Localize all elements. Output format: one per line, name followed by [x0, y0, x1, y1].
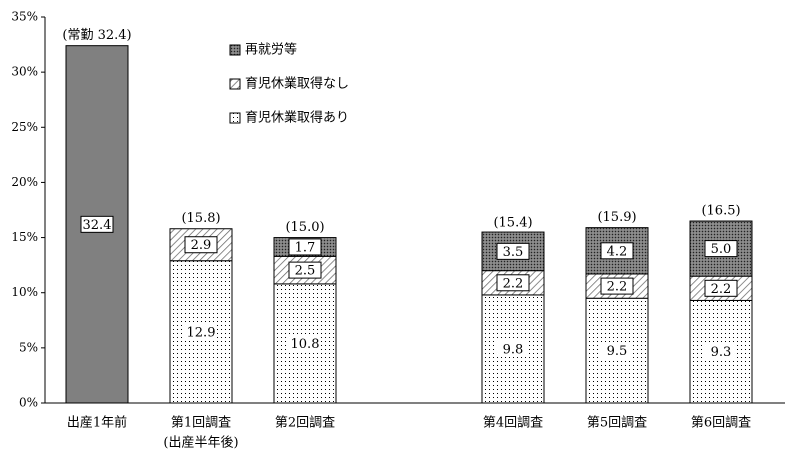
legend-label: 再就労等: [245, 42, 297, 58]
value-label: 2.2: [607, 280, 628, 295]
value-label-box: [288, 261, 322, 279]
value-label-box: [184, 236, 218, 254]
legend-swatch: [229, 78, 241, 90]
total-label: (15.9): [597, 210, 636, 225]
value-label: 32.4: [83, 218, 112, 233]
value-label: 9.5: [607, 344, 628, 359]
legend-swatch: [229, 112, 241, 124]
value-label-box: [288, 238, 322, 256]
total-label: (15.8): [181, 211, 220, 226]
value-label: 9.8: [503, 342, 524, 357]
value-label: 4.2: [607, 244, 628, 259]
value-label-box: [185, 323, 217, 340]
value-label: 12.9: [187, 325, 216, 340]
y-tick-label: 5%: [19, 340, 38, 354]
value-label: 2.2: [711, 282, 732, 297]
x-tick-label: 第4回調査: [483, 416, 543, 431]
value-label-box: [600, 277, 634, 295]
x-tick-label: 出産1年前: [67, 415, 127, 431]
legend-label: 育児休業取得あり: [245, 110, 349, 126]
value-label: 2.5: [295, 264, 316, 279]
x-sublabel: (出産半年後): [163, 435, 238, 451]
x-tick-label: 第6回調査: [691, 416, 751, 431]
y-tick-label: 0%: [19, 396, 38, 410]
total-label: (16.5): [701, 204, 740, 219]
value-label-box: [80, 215, 114, 233]
x-tick-label: 第5回調査: [587, 416, 647, 431]
value-label-box: [601, 342, 633, 359]
value-label: 2.2: [503, 276, 524, 291]
bar-segment: [169, 228, 233, 262]
y-tick-label: 25%: [11, 120, 38, 134]
value-label-box: [497, 340, 529, 357]
value-label-box: [289, 335, 321, 352]
legend-label: 育児休業取得なし: [245, 76, 349, 92]
y-tick-label: 35%: [11, 10, 38, 24]
x-tick-label: 第2回調査: [275, 416, 335, 431]
y-tick-label: 30%: [11, 65, 38, 79]
total-label: (15.4): [493, 216, 532, 231]
total-label: (15.0): [285, 220, 324, 235]
value-label-box: [600, 242, 634, 260]
value-label: 5.0: [711, 242, 732, 257]
value-label-box: [496, 242, 530, 260]
total-label: (常勤 32.4): [62, 28, 131, 43]
value-label-box: [496, 274, 530, 292]
legend-swatch: [229, 44, 241, 56]
y-tick-label: 20%: [11, 175, 38, 189]
value-label: 10.8: [291, 337, 320, 352]
value-label-box: [704, 279, 738, 297]
value-label-box: [704, 240, 738, 258]
bar-segment: [65, 45, 129, 404]
y-tick-label: 15%: [11, 230, 38, 244]
y-tick-label: 10%: [11, 285, 38, 299]
value-label-box: [705, 343, 737, 360]
value-label: 9.3: [711, 345, 732, 360]
x-tick-label: 第1回調査: [171, 416, 231, 431]
value-label: 1.7: [295, 240, 316, 255]
value-label: 2.9: [191, 238, 212, 253]
value-label: 3.5: [503, 245, 524, 260]
